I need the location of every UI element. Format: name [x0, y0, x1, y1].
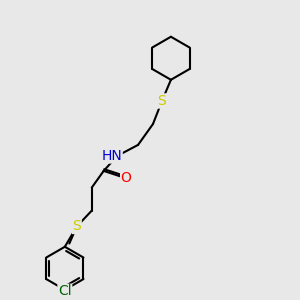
Text: HN: HN — [101, 149, 122, 163]
Text: S: S — [158, 94, 166, 108]
Text: S: S — [72, 220, 81, 233]
Text: Cl: Cl — [58, 284, 72, 298]
Text: O: O — [121, 171, 131, 185]
